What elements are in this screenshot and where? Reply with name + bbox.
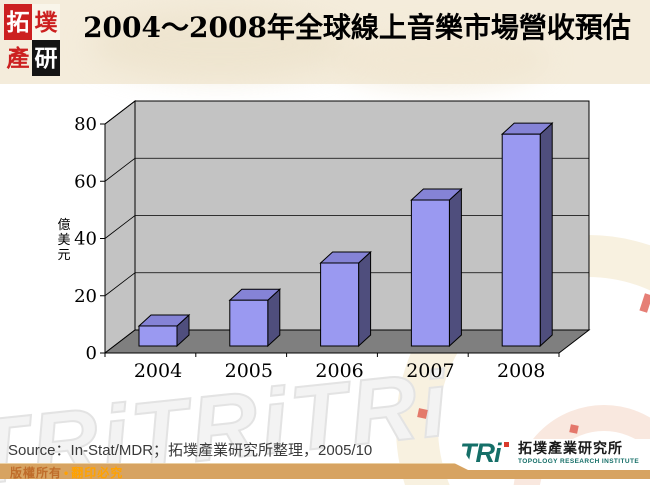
footer-bar xyxy=(0,470,650,479)
tri-seal-logo: 拓 墣 產 研 xyxy=(4,4,60,76)
logo-char: 拓 xyxy=(4,4,32,40)
tri-logo-red-dot-icon xyxy=(504,442,509,447)
bar-front-face xyxy=(320,262,360,347)
y-tick-label: 0 xyxy=(86,343,97,364)
tri-logo-names: 拓墣產業研究所 TOPOLOGY RESEARCH INSTITUTE xyxy=(518,441,648,465)
y-axis-title: 億 xyxy=(57,217,70,232)
y-tick-label: 20 xyxy=(74,286,97,307)
x-axis-label: 2005 xyxy=(225,360,273,382)
logo-char: 產 xyxy=(6,44,30,72)
x-axis-label: 2008 xyxy=(497,360,545,382)
bar-front-face xyxy=(501,133,541,347)
logo-char: 研 xyxy=(32,40,60,76)
y-tick-label: 80 xyxy=(74,114,97,135)
gridline xyxy=(104,157,589,182)
bar-side-face xyxy=(539,122,553,348)
y-tick-label: 60 xyxy=(74,171,97,192)
tri-logo-cn: 拓墣產業研究所 xyxy=(518,441,623,457)
header-map-texture xyxy=(330,30,550,90)
copyright-separator: • xyxy=(64,466,70,480)
copyright-notice: 版權所有 • 翻印必究 xyxy=(10,464,123,481)
footer-bar-upper xyxy=(0,463,470,471)
x-axis-label: 2007 xyxy=(406,360,454,382)
header xyxy=(0,0,650,90)
y-axis-title: 元 xyxy=(57,247,70,262)
y-tick-label: 40 xyxy=(74,229,97,250)
logo-char: 墣 xyxy=(32,4,60,40)
page-title: 2004～2008年全球線上音樂市場營收預估 xyxy=(83,11,631,44)
bar-side-face xyxy=(358,250,372,348)
header-map-texture xyxy=(90,10,350,80)
bar-front-face xyxy=(410,199,450,347)
tri-logo-en: TOPOLOGY RESEARCH INSTITUTE xyxy=(518,458,640,465)
y-axis-title: 美 xyxy=(57,232,70,247)
x-axis-label: 2006 xyxy=(315,360,363,382)
copyright-left: 版權所有 xyxy=(10,466,63,480)
gridline xyxy=(104,100,589,125)
bar-front-face xyxy=(138,325,178,347)
tri-footer-logo: TRi 拓墣產業研究所 TOPOLOGY RESEARCH INSTITUTE xyxy=(456,439,650,470)
x-axis-label: 2004 xyxy=(134,360,182,382)
source-note: Source：In-Stat/MDR；拓墣產業研究所整理，2005/10 xyxy=(8,442,373,459)
bar-front-face xyxy=(229,299,269,347)
bar-side-face xyxy=(448,187,462,348)
copyright-right: 翻印必究 xyxy=(71,466,124,480)
